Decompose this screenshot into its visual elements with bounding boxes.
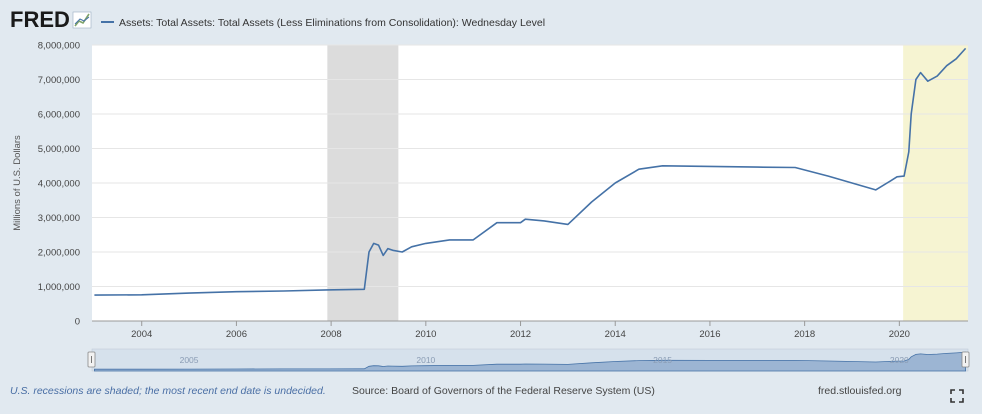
x-tick-label: 2006: [226, 329, 247, 340]
navigator-tick-label: 2005: [180, 355, 199, 365]
y-tick-label: 5,000,000: [38, 144, 80, 155]
y-tick-label: 8,000,000: [38, 41, 80, 52]
x-tick-label: 2016: [699, 329, 720, 340]
navigator-tick-label: 2010: [416, 355, 435, 365]
y-tick-label: 2,000,000: [38, 248, 80, 259]
legend-series-label: Assets: Total Assets: Total Assets (Less…: [119, 17, 545, 29]
y-tick-label: 1,000,000: [38, 282, 80, 293]
x-tick-label: 2014: [605, 329, 626, 340]
y-tick-label: 3,000,000: [38, 213, 80, 224]
range-navigator[interactable]: 2005 2010 2015 2020: [87, 348, 970, 372]
x-tick-label: 2012: [510, 329, 531, 340]
x-tick-label: 2018: [794, 329, 815, 340]
recession-note: U.S. recessions are shaded; the most rec…: [10, 385, 326, 397]
line-graph-icon: [72, 11, 92, 29]
site-url[interactable]: fred.stlouisfed.org: [818, 385, 902, 397]
y-tick-label: 0: [75, 317, 80, 328]
fred-logo[interactable]: FRED: [10, 7, 70, 32]
x-tick-label: 2004: [131, 329, 152, 340]
y-axis-label: Millions of U.S. Dollars: [12, 135, 23, 231]
y-tick-label: 6,000,000: [38, 110, 80, 121]
x-tick-label: 2020: [889, 329, 910, 340]
x-tick-labels: 2004 2006 2008 2010 2012 2014 2016 2018 2020: [92, 320, 968, 340]
expand-icon[interactable]: [950, 389, 964, 403]
y-tick-labels: 0 1,000,000 2,000,000 3,000,000 4,000,000 5,0…: [38, 41, 80, 328]
navigator-tick-label: 2020: [890, 355, 909, 365]
navigator-area: [94, 351, 966, 372]
source-note: Source: Board of Governors of the Federa…: [352, 385, 655, 397]
series-lines: [94, 47, 967, 296]
x-tick-label: 2008: [321, 329, 342, 340]
series-line: [94, 47, 967, 296]
navigator-tick-labels: 2005 2010 2015 2020: [180, 355, 909, 365]
x-tick-label: 2010: [415, 329, 436, 340]
y-tick-label: 4,000,000: [38, 179, 80, 190]
navigator-tick-label: 2015: [653, 355, 672, 365]
y-tick-label: 7,000,000: [38, 75, 80, 86]
